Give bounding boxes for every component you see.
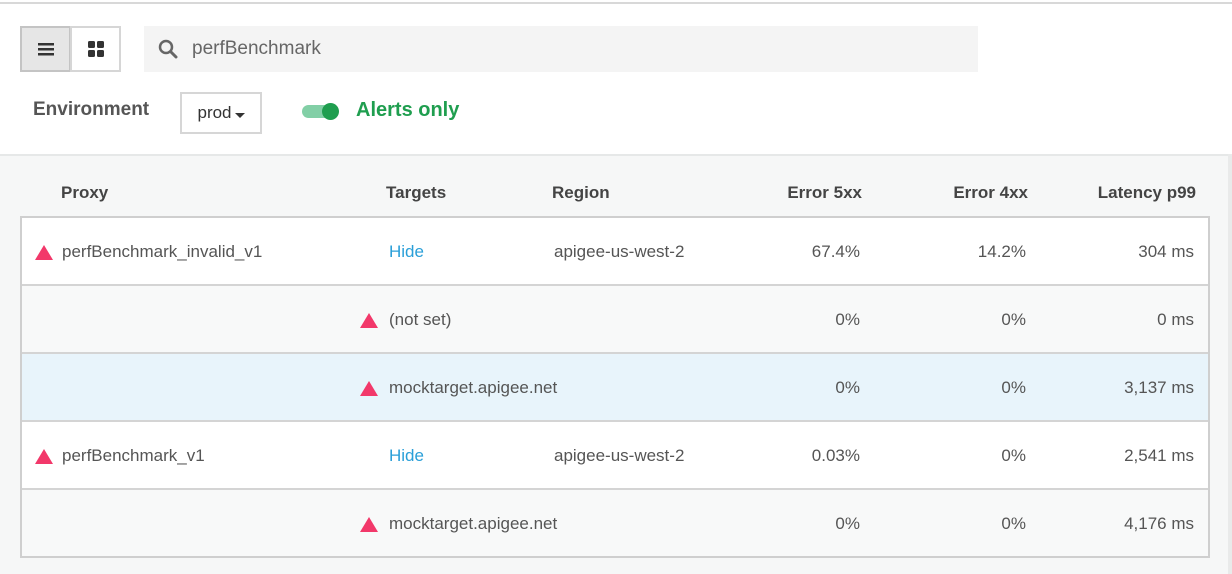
error-5xx: 67.4% [811,242,860,261]
grid-icon [87,41,104,57]
grid-view-button[interactable] [70,26,121,72]
error-5xx: 0.03% [811,446,860,465]
search-icon [158,39,178,59]
alerts-only-toggle[interactable] [302,102,340,120]
table-row[interactable]: mocktarget.apigee.net 0% 0% 4,176 ms [22,490,1208,556]
table-row[interactable]: mocktarget.apigee.net 0% 0% 3,137 ms [22,354,1208,422]
header-targets[interactable]: Targets [386,183,447,202]
alert-triangle-icon [35,245,53,260]
region: apigee-us-west-2 [554,446,685,465]
latency-p99: 0 ms [1157,310,1194,329]
latency-p99: 2,541 ms [1124,446,1194,465]
proxy-name: perfBenchmark_invalid_v1 [62,242,263,261]
caret-down-icon [234,112,245,118]
scrollbar[interactable] [1228,154,1232,574]
header-error-5xx[interactable]: Error 5xx [787,183,862,202]
header-region[interactable]: Region [552,183,610,202]
search-input[interactable]: perfBenchmark [144,26,978,72]
table-row[interactable]: perfBenchmark_v1 Hide apigee-us-west-2 0… [22,422,1208,490]
alerts-only-label: Alerts only [356,99,460,121]
alert-triangle-icon [360,313,378,328]
header-error-4xx[interactable]: Error 4xx [953,183,1028,202]
error-5xx: 0% [835,514,860,533]
region: apigee-us-west-2 [554,242,685,261]
environment-select[interactable]: prod [180,92,262,134]
environment-value: prod [197,103,232,122]
alert-triangle-icon [360,381,378,396]
error-5xx: 0% [835,378,860,397]
error-4xx: 14.2% [977,242,1026,261]
alert-triangle-icon [35,449,53,464]
target-name: (not set) [389,310,452,329]
error-4xx: 0% [1001,310,1026,329]
proxy-table: perfBenchmark_invalid_v1 Hide apigee-us-… [20,216,1210,558]
target-name: mocktarget.apigee.net [389,378,558,397]
list-view-button[interactable] [20,26,71,72]
header-latency-p99[interactable]: Latency p99 [1097,183,1196,202]
top-divider [0,2,1232,4]
header-proxy[interactable]: Proxy [61,183,109,202]
search-value: perfBenchmark [192,38,321,59]
error-4xx: 0% [1001,378,1026,397]
environment-label: Environment [33,99,150,120]
hide-targets-link[interactable]: Hide [389,446,424,465]
table-row[interactable]: perfBenchmark_invalid_v1 Hide apigee-us-… [22,218,1208,286]
list-icon [37,43,54,56]
target-name: mocktarget.apigee.net [389,514,558,533]
latency-p99: 4,176 ms [1124,514,1194,533]
error-4xx: 0% [1001,446,1026,465]
latency-p99: 304 ms [1138,242,1194,261]
latency-p99: 3,137 ms [1124,378,1194,397]
table-row[interactable]: (not set) 0% 0% 0 ms [22,286,1208,354]
hide-targets-link[interactable]: Hide [389,242,424,261]
alert-triangle-icon [360,517,378,532]
proxy-name: perfBenchmark_v1 [62,446,205,465]
error-4xx: 0% [1001,514,1026,533]
error-5xx: 0% [835,310,860,329]
